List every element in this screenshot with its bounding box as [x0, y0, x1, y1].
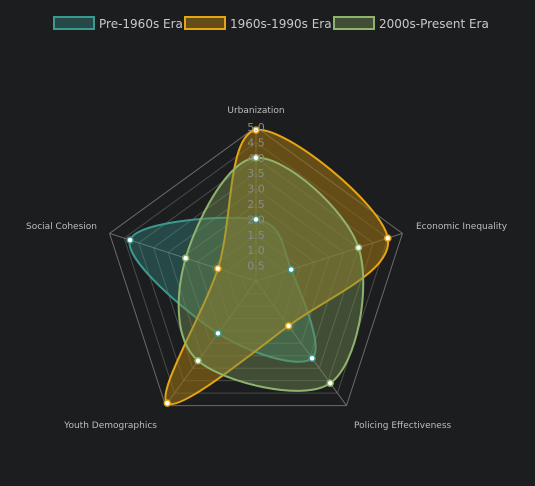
legend-swatch-0 — [53, 16, 95, 30]
legend-swatch-1 — [184, 16, 226, 30]
series-point-1 — [252, 126, 260, 134]
series-layer — [126, 126, 392, 407]
tick-label: 5.0 — [247, 121, 265, 134]
series-point-1 — [214, 264, 222, 273]
series-point-0 — [214, 329, 222, 338]
series-point-2 — [354, 243, 363, 252]
tick-label: 2.5 — [247, 198, 265, 211]
axis-label: Social Cohesion — [26, 222, 97, 232]
tick-label: 4.5 — [247, 136, 265, 149]
tick-label: 0.5 — [247, 260, 265, 273]
axis-label: Youth Demographics — [63, 421, 157, 431]
series-point-2 — [181, 254, 190, 262]
series-point-1 — [163, 399, 172, 407]
legend: Pre-1960s Era 1960s-1990s Era 2000s-Presen… — [53, 16, 489, 31]
legend-label-0: Pre-1960s Era — [99, 17, 183, 31]
tick-label: 3.5 — [247, 167, 265, 180]
legend-swatch-2 — [333, 16, 375, 30]
tick-label: 4.0 — [247, 152, 265, 165]
axis-label: Economic Inequality — [416, 222, 508, 232]
series-point-1 — [284, 322, 293, 330]
legend-label-2: 2000s-Present Era — [379, 17, 489, 31]
series-point-2 — [326, 379, 334, 387]
axis-label: Policing Effectiveness — [354, 421, 452, 431]
series-point-0 — [252, 215, 260, 224]
tick-label: 1.0 — [247, 244, 265, 257]
legend-label-1: 1960s-1990s Era — [230, 17, 332, 31]
series-point-0 — [126, 236, 134, 244]
tick-label: 2.0 — [247, 213, 265, 226]
grid-ring-10 — [108, 126, 404, 407]
axis-label: Urbanization — [227, 106, 284, 116]
series-area-2 — [177, 156, 365, 392]
tick-label: 3.0 — [247, 183, 265, 196]
series-point-1 — [384, 234, 392, 242]
series-point-2 — [252, 154, 260, 162]
tick-labels: 0.5 1.0 1.5 2.0 2.5 3.0 3.5 4.0 4.5 5.0 — [247, 121, 265, 273]
axis-labels: Urbanization Economic Inequality Policing … — [26, 106, 508, 431]
series-point-0 — [308, 354, 316, 362]
series-point-2 — [194, 356, 202, 365]
tick-label: 1.5 — [247, 229, 265, 242]
series-point-0 — [287, 265, 295, 274]
